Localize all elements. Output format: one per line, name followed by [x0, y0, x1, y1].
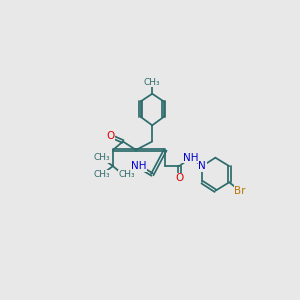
Text: NH: NH: [130, 161, 146, 171]
Text: O: O: [106, 131, 115, 141]
Text: CH₃: CH₃: [118, 170, 135, 179]
Text: NH: NH: [183, 153, 199, 163]
Text: CH₃: CH₃: [93, 170, 110, 179]
Text: CH₃: CH₃: [144, 78, 160, 87]
Text: N: N: [198, 161, 206, 171]
Text: Br: Br: [234, 186, 246, 196]
Text: O: O: [175, 173, 183, 184]
Text: CH₃: CH₃: [93, 153, 110, 162]
